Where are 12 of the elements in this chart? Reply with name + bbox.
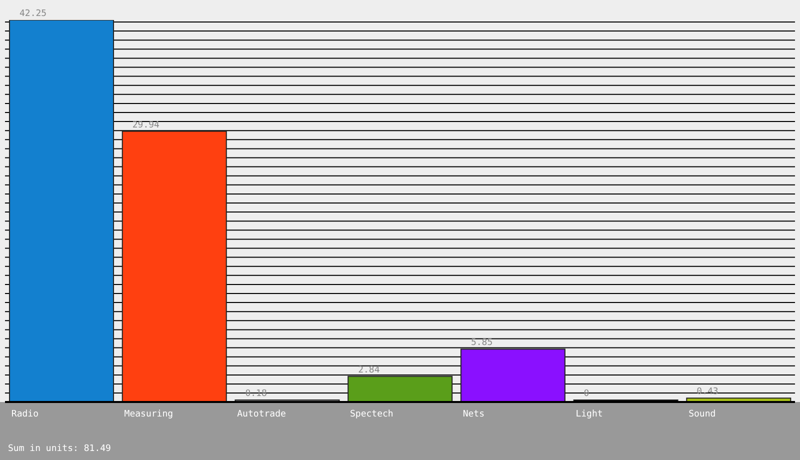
data-label: 29.94 xyxy=(132,120,160,130)
data-label: 5.85 xyxy=(470,338,493,348)
x-tick-label: Autotrade xyxy=(237,409,286,420)
x-tick-label: Nets xyxy=(462,409,485,420)
data-label: 42.25 xyxy=(20,9,47,19)
text: Sum in units: 81.49 xyxy=(8,444,111,454)
x-tick-label: Sound xyxy=(688,409,716,420)
x-tick-label: Spectech xyxy=(350,409,394,420)
x-tick-label: Radio xyxy=(11,409,39,420)
x-tick-label: Light xyxy=(576,409,603,420)
x-tick-label: Measuring xyxy=(124,409,174,420)
data-label: 2.84 xyxy=(358,365,380,376)
